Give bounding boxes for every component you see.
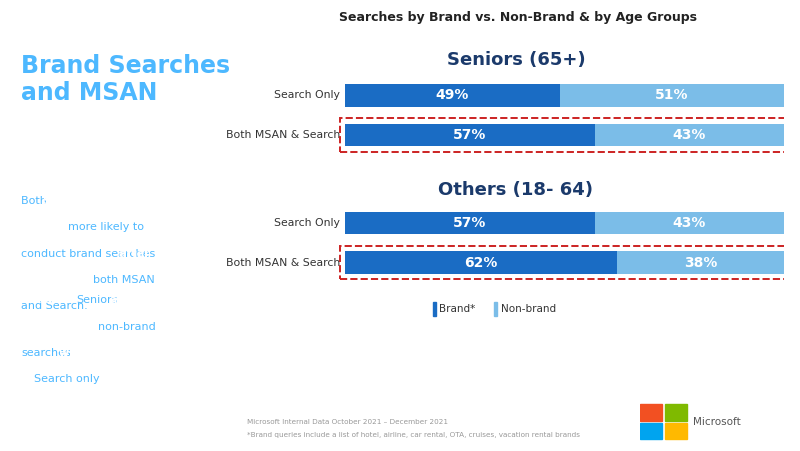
Text: 57%: 57%	[453, 128, 486, 142]
Text: and Search.: and Search.	[22, 301, 88, 311]
Text: 49%: 49%	[436, 88, 469, 102]
Text: 57%: 57%	[453, 216, 486, 230]
Bar	[345, 84, 560, 107]
Text: searches: searches	[22, 348, 71, 358]
Text: Seniors: Seniors	[42, 196, 90, 206]
Text: Search only: Search only	[34, 374, 100, 384]
Text: 43%: 43%	[673, 216, 706, 230]
Bar	[640, 423, 662, 439]
Text: after: after	[114, 249, 150, 258]
Bar	[560, 84, 784, 107]
Text: In addition,: In addition,	[22, 295, 97, 305]
Text: groups are: groups are	[22, 222, 93, 232]
Text: likely to conduct: likely to conduct	[22, 322, 129, 331]
Text: Brand Searches
and MSAN: Brand Searches and MSAN	[22, 54, 230, 105]
Text: Non-brand: Non-brand	[501, 304, 556, 314]
Text: Search Only: Search Only	[274, 90, 340, 101]
Text: Both MSAN & Search: Both MSAN & Search	[226, 130, 340, 140]
Text: .: .	[81, 374, 85, 384]
Bar	[433, 302, 436, 316]
Text: when they are exposed: when they are exposed	[55, 348, 205, 358]
Text: 38%: 38%	[684, 256, 718, 270]
Bar	[345, 212, 595, 235]
Text: both MSAN: both MSAN	[94, 275, 155, 285]
Bar	[640, 405, 662, 421]
Bar	[665, 423, 687, 439]
Text: Seniors: Seniors	[77, 295, 118, 305]
Bar	[595, 124, 784, 147]
Text: more likely to: more likely to	[68, 222, 144, 232]
Text: being exposed to: being exposed to	[22, 275, 133, 285]
Text: Others (18- 64): Others (18- 64)	[438, 181, 594, 199]
Text: Seniors (65+): Seniors (65+)	[446, 51, 586, 69]
Text: 62%: 62%	[464, 256, 498, 270]
Bar	[617, 251, 784, 274]
Text: *Brand queries include a list of hotel, airline, car rental, OTA, cruises, vacat: *Brand queries include a list of hotel, …	[247, 432, 580, 438]
Text: are more: are more	[106, 295, 166, 305]
Text: and the other age: and the other age	[72, 196, 188, 206]
Text: non-brand: non-brand	[98, 322, 155, 331]
Text: 51%: 51%	[655, 88, 689, 102]
Text: Both: Both	[22, 196, 50, 206]
Text: Searches by Brand vs. Non-Brand & by Age Groups: Searches by Brand vs. Non-Brand & by Age…	[339, 11, 697, 24]
Bar	[345, 124, 595, 147]
Text: Search Only: Search Only	[274, 218, 340, 228]
Text: Brand*: Brand*	[439, 304, 475, 314]
Text: Both MSAN & Search: Both MSAN & Search	[226, 258, 340, 267]
Bar	[494, 302, 497, 316]
Bar	[595, 212, 784, 235]
Text: conduct brand searches: conduct brand searches	[22, 249, 155, 258]
Text: to: to	[22, 374, 38, 384]
Bar	[665, 405, 687, 421]
Text: Microsoft: Microsoft	[693, 417, 741, 427]
Bar	[345, 251, 617, 274]
Text: Microsoft Internal Data October 2021 – December 2021: Microsoft Internal Data October 2021 – D…	[247, 419, 448, 424]
Text: 43%: 43%	[673, 128, 706, 142]
